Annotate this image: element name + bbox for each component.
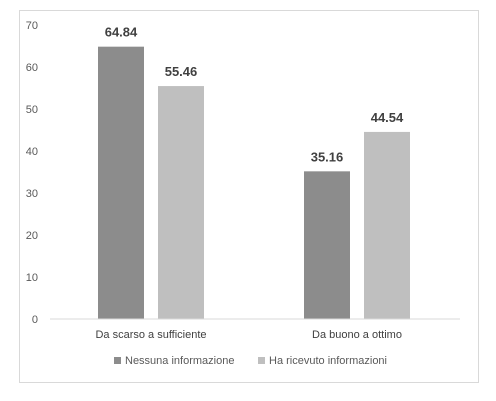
y-tick-label: 20: [26, 230, 38, 242]
data-label: 35.16: [311, 149, 344, 164]
y-tick-label: 40: [26, 146, 38, 158]
category-label: Da buono a ottimo: [312, 329, 402, 341]
y-tick-label: 0: [32, 314, 38, 326]
y-tick-label: 60: [26, 62, 38, 74]
legend-label: Nessuna informazione: [125, 355, 234, 367]
data-label: 44.54: [371, 110, 404, 125]
y-tick-label: 50: [26, 104, 38, 116]
bar: [98, 46, 144, 320]
data-label: 55.46: [165, 64, 198, 79]
bar: [364, 131, 410, 319]
category-label: Da scarso a sufficiente: [95, 329, 206, 341]
bar: [304, 171, 350, 319]
legend-swatch: [114, 357, 121, 364]
legend-swatch: [258, 357, 265, 364]
y-tick-label: 10: [26, 272, 38, 284]
y-tick-label: 30: [26, 188, 38, 200]
legend-label: Ha ricevuto informazioni: [269, 355, 387, 367]
y-tick-label: 70: [26, 20, 38, 32]
bar: [158, 86, 204, 320]
data-label: 64.84: [105, 25, 138, 40]
